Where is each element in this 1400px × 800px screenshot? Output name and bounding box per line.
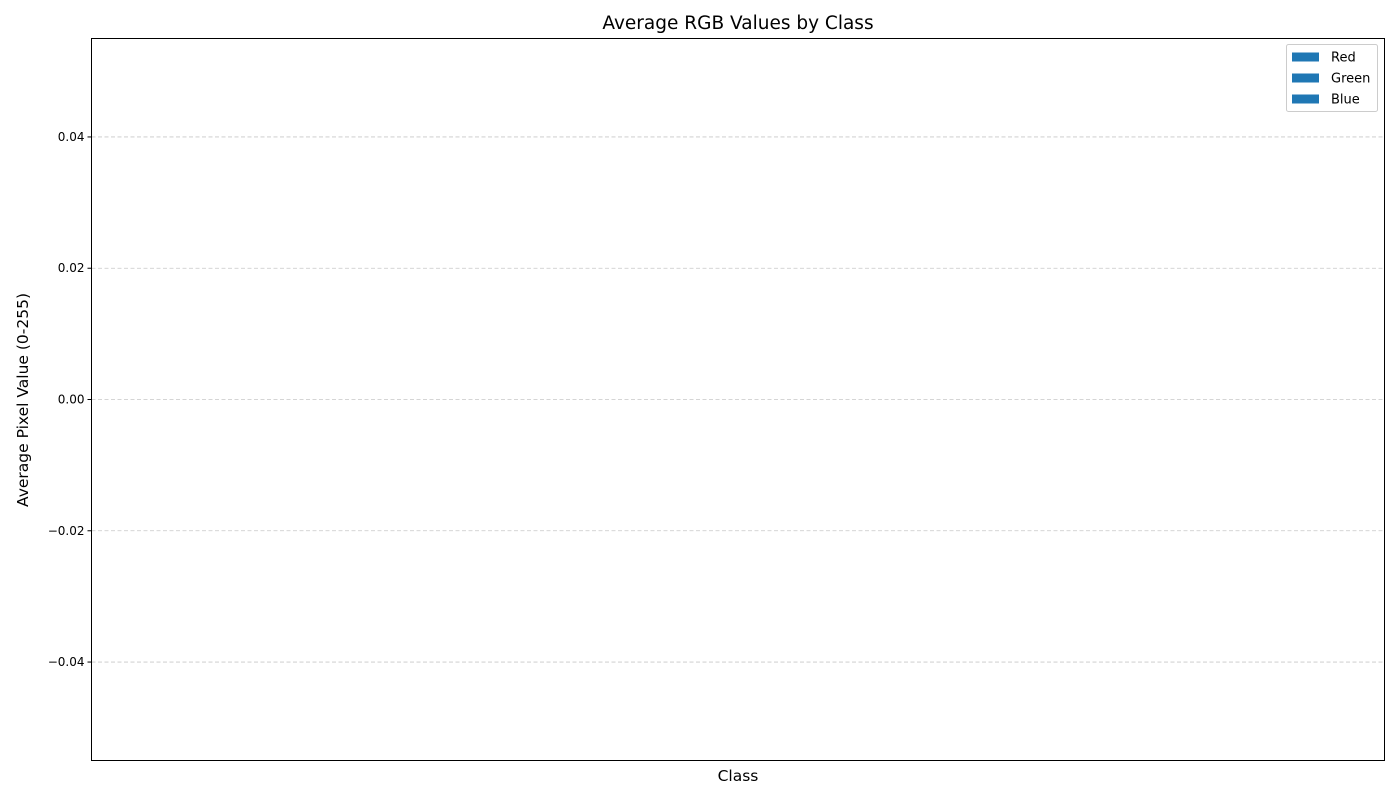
y-tick-label: 0.04 xyxy=(58,130,85,144)
legend-label-green: Green xyxy=(1331,72,1370,87)
grid-lines xyxy=(91,136,1385,663)
chart-title: Average RGB Values by Class xyxy=(602,13,873,34)
legend: Red Green Blue xyxy=(1286,44,1378,112)
y-tick-label: 0.00 xyxy=(58,393,85,407)
y-axis: 0.04 0.02 0.00 −0.02 −0.04 xyxy=(48,130,92,669)
y-tick-label: −0.02 xyxy=(48,524,85,538)
y-axis-title: Average Pixel Value (0-255) xyxy=(14,293,32,507)
legend-swatch-green xyxy=(1292,73,1319,83)
legend-swatch-red xyxy=(1292,52,1319,62)
legend-label-red: Red xyxy=(1331,51,1356,66)
legend-swatch-blue xyxy=(1292,94,1319,104)
y-tick-label: −0.04 xyxy=(48,655,85,669)
x-axis-title: Class xyxy=(718,767,759,785)
y-tick-label: 0.02 xyxy=(58,261,85,275)
legend-label-blue: Blue xyxy=(1331,93,1360,108)
